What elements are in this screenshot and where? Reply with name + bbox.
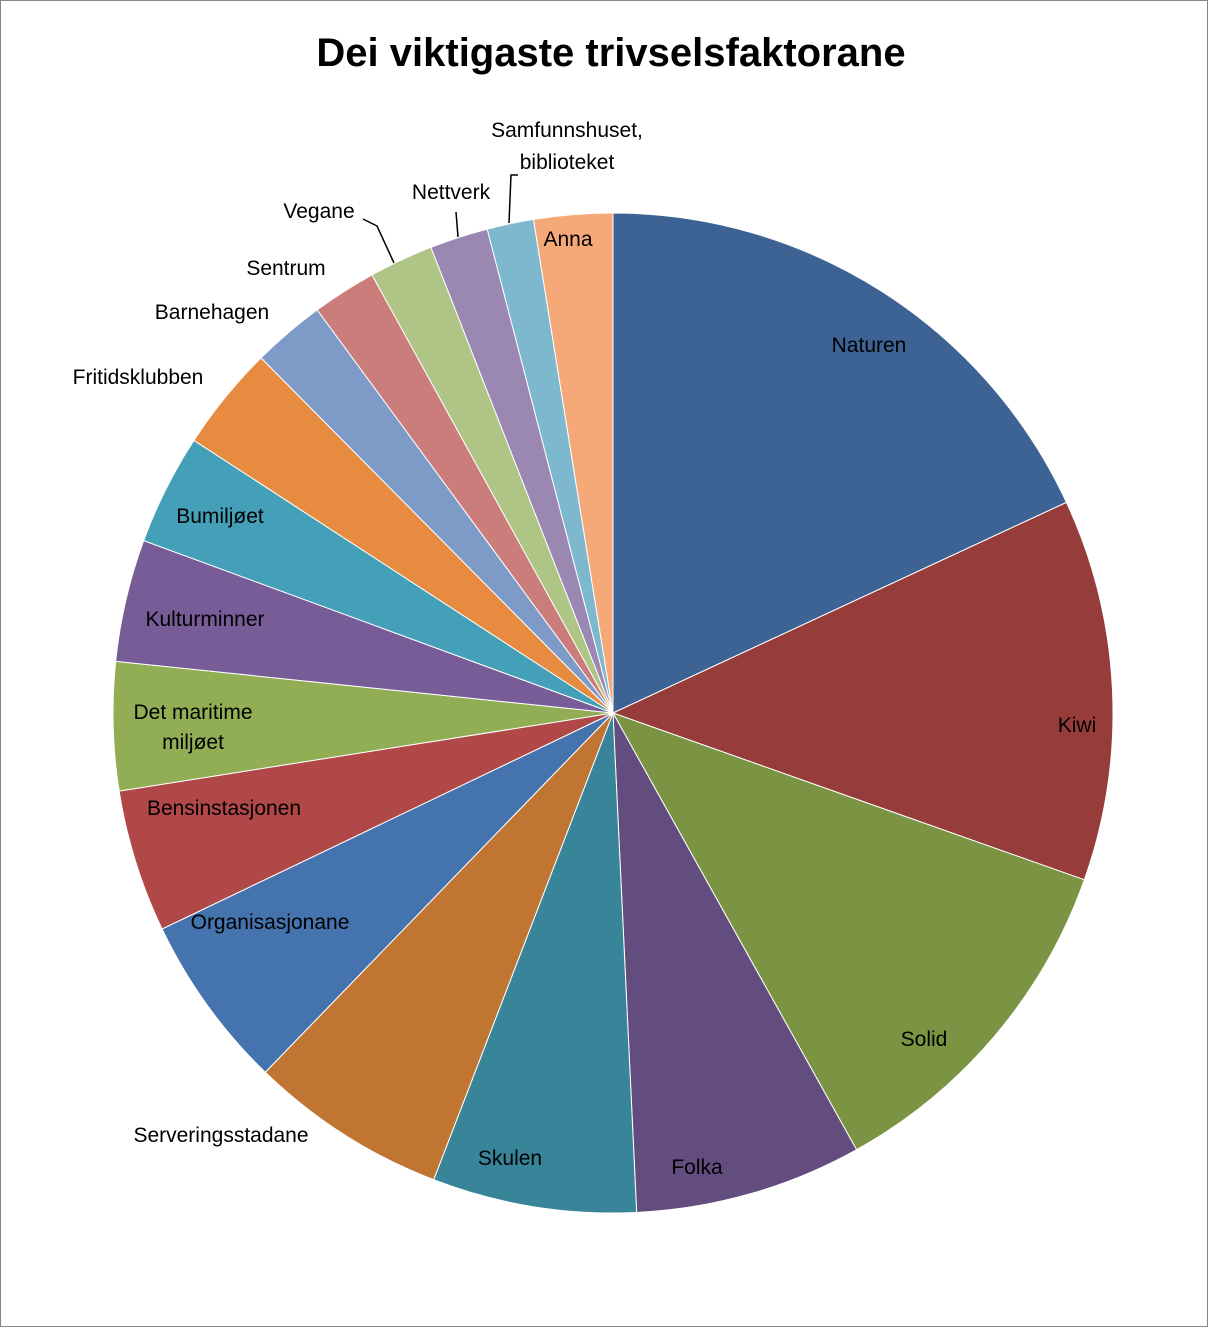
slice-label: Fritidsklubben [73, 366, 204, 389]
slice-label: Nettverk [412, 181, 491, 204]
pie-slice [612, 212, 1068, 714]
slice-label: Kulturminner [145, 608, 264, 631]
leader-line [362, 218, 395, 264]
slice-label: Samfunnshuset, biblioteket [491, 119, 643, 174]
pie-slice [532, 212, 614, 714]
slice-label: Det maritime miljøet [133, 701, 252, 754]
pie-slice [612, 712, 858, 1213]
pie-slice [611, 501, 1114, 881]
chart-title: Dei viktigaste trivselsfaktorane [316, 31, 906, 75]
slices-group [112, 212, 1114, 1214]
slice-label: Vegane [283, 200, 354, 223]
slice-label: Bensinstasjonen [147, 797, 301, 820]
pie-slice [161, 712, 614, 1073]
slice-label: Folka [671, 1156, 723, 1179]
pie-slice [611, 712, 1085, 1151]
labels-group: Naturen Kiwi Solid Folka Skulen Serveringssta… [73, 119, 1097, 1179]
slice-label: Solid [901, 1028, 948, 1051]
leader-line [455, 211, 459, 238]
slice-label: Organisasjonane [191, 911, 350, 934]
slice-label: Sentrum [246, 257, 325, 280]
slice-label: Naturen [832, 334, 907, 357]
leader-line [508, 174, 518, 224]
slice-label: Bumiljøet [176, 505, 264, 528]
pie-slice [264, 712, 614, 1181]
slice-label: Serveringsstadane [133, 1124, 308, 1147]
slice-label: Kiwi [1058, 714, 1097, 737]
pie-slice [433, 712, 638, 1214]
slice-label: Skulen [478, 1147, 542, 1170]
slice-label: Anna [543, 228, 592, 251]
leader-lines-group [362, 174, 518, 264]
slice-label: Barnehagen [155, 301, 269, 324]
